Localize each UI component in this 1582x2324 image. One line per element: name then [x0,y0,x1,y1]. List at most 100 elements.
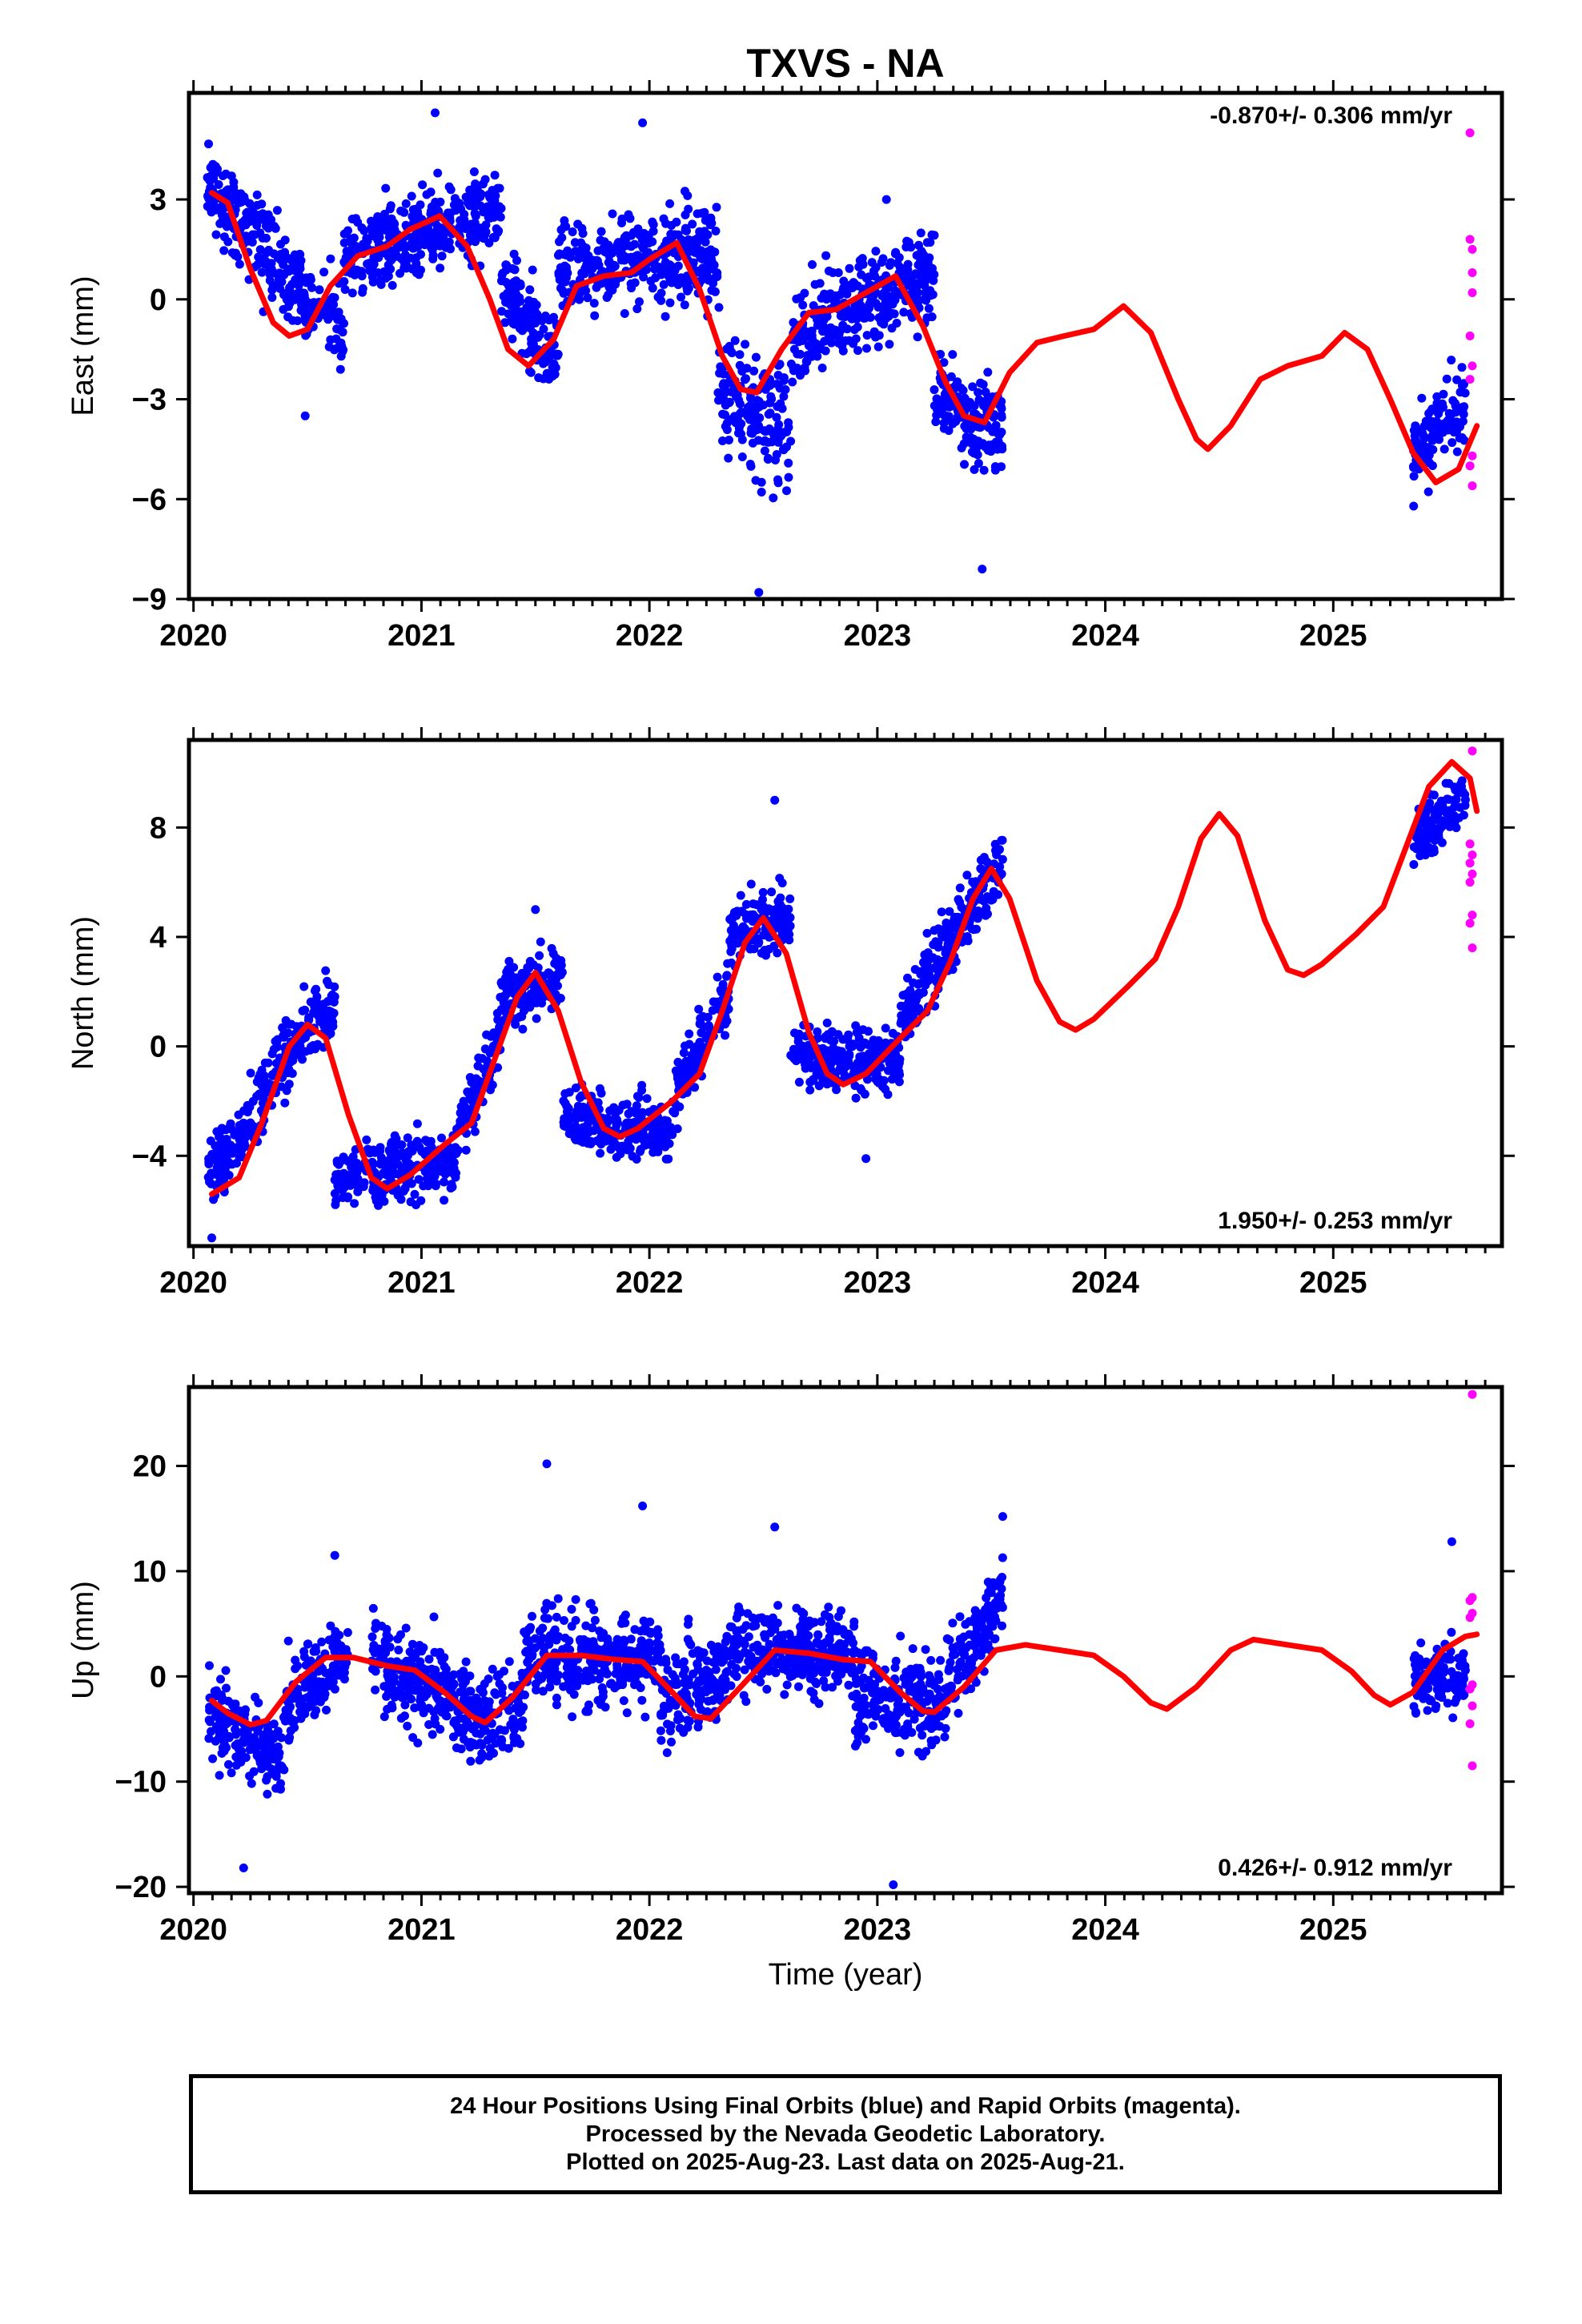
final-point [407,191,416,201]
final-point [382,1691,391,1701]
final-point [1415,851,1425,861]
final-point [673,1070,682,1080]
final-point [401,1623,411,1633]
final-point [334,308,343,317]
final-point [592,283,601,292]
final-point [347,288,357,298]
final-point [914,296,924,305]
final-point [400,207,409,217]
final-point [673,261,683,271]
final-point [908,1011,917,1021]
final-point [504,1657,514,1667]
final-point [864,1027,873,1036]
final-point [924,970,934,979]
y-tick-label: 0 [150,1031,167,1064]
final-point [817,364,827,372]
final-point [686,244,696,254]
rapid-point [1465,332,1475,340]
final-point [699,1022,709,1031]
y-axis-label: East (mm) [66,275,100,416]
final-point [709,279,718,288]
final-point [396,242,406,251]
x-tick-label: 2024 [1071,1266,1139,1300]
final-point [315,285,324,295]
final-point [962,424,971,433]
final-point [624,1109,633,1119]
final-point [631,1108,640,1118]
final-point [701,237,710,247]
final-point [920,976,930,986]
final-point [315,1017,325,1027]
final-point [752,423,761,432]
final-point [1409,842,1419,852]
final-point [231,251,239,260]
final-point [282,1086,291,1096]
final-point [955,883,965,893]
final-point [721,410,729,420]
final-point [1452,375,1462,384]
final-point [380,248,390,258]
final-point [1450,782,1460,792]
final-point [237,1747,247,1756]
final-point [253,1726,263,1735]
final-point [625,214,635,223]
final-point [287,1717,296,1726]
final-point [347,215,357,223]
final-point [410,1703,420,1713]
final-point [393,1634,403,1644]
plot-frame [187,90,1504,601]
final-point [287,1069,297,1078]
final-point [504,965,512,974]
final-point [271,223,280,233]
final-point [561,1122,571,1132]
final-point [511,1019,520,1029]
final-point [216,1150,226,1160]
final-point [381,183,391,193]
final-point [300,295,310,304]
final-point [273,1753,283,1763]
final-point [750,409,760,419]
final-point [226,1140,235,1150]
final-point [854,1026,864,1035]
final-point [903,265,913,275]
final-point [632,255,640,265]
final-point [571,1135,580,1144]
final-point [500,992,509,1002]
final-point [889,1050,899,1059]
final-point [853,1058,862,1068]
final-point [413,1739,423,1747]
final-point [300,1709,310,1719]
final-point [1423,487,1433,497]
final-point [923,948,933,958]
final-point [368,227,378,237]
final-point [469,1701,479,1711]
final-point [311,986,319,995]
x-tick-label: 2024 [1071,619,1139,653]
final-point [824,266,833,275]
final-point [784,458,793,468]
final-point [258,254,267,263]
final-point [648,217,657,227]
final-point [821,346,830,356]
final-point [1409,425,1419,435]
final-point [383,1704,392,1714]
final-point [374,1200,383,1210]
final-point [553,251,563,260]
final-point [556,956,566,965]
final-point [528,339,537,348]
final-point [1429,826,1439,835]
final-point [773,897,783,907]
final-point [489,1748,498,1758]
final-point [670,272,679,281]
velocity-rate-label: -0.870+/- 0.306 mm/yr [1210,103,1452,129]
final-point [1409,501,1419,511]
final-point [661,312,670,321]
final-point [431,1181,440,1191]
final-point [263,1772,272,1781]
final-point [838,320,848,330]
final-point [382,1630,391,1639]
final-point [835,1064,845,1074]
final-point [330,1684,339,1694]
final-point [416,1657,425,1667]
